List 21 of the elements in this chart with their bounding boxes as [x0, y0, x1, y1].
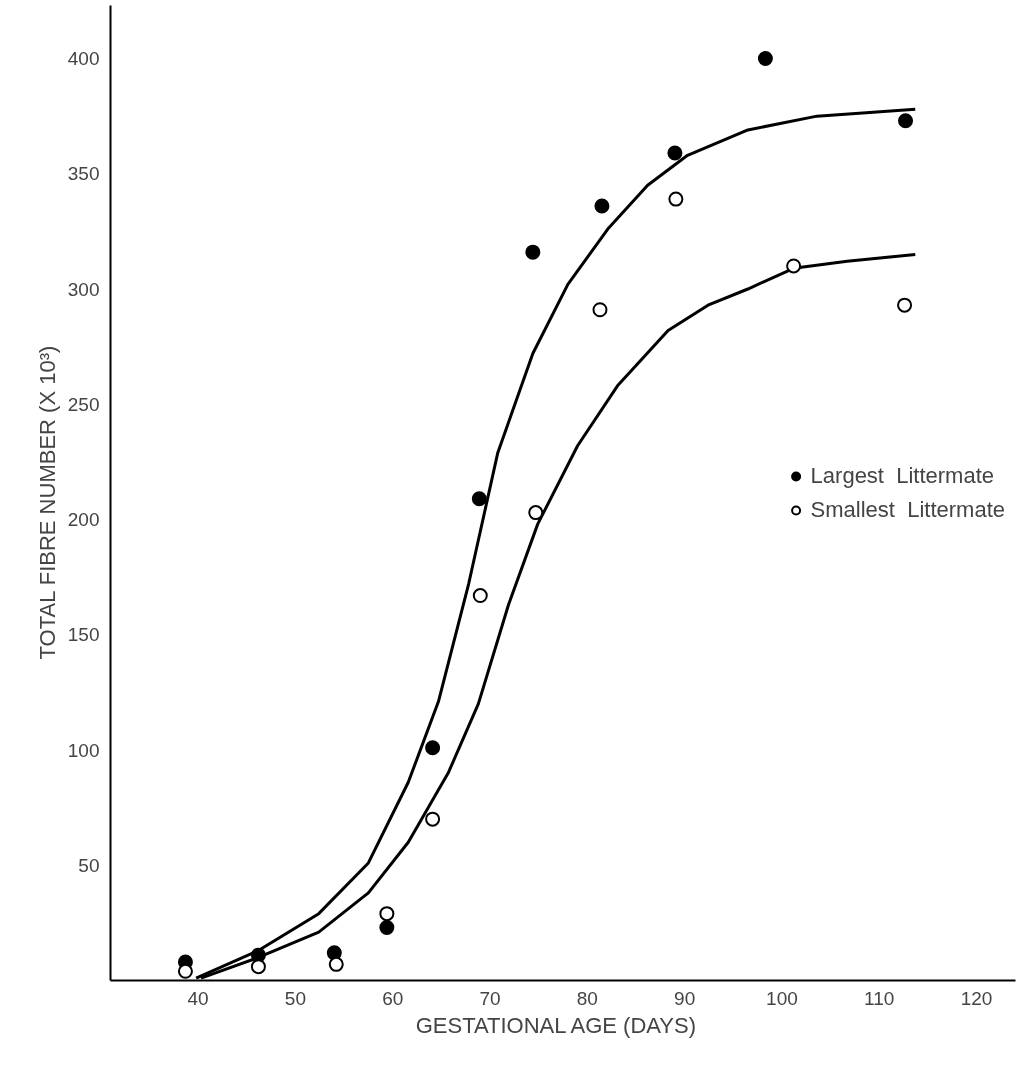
y-tick-label: 250 [67, 393, 100, 415]
y-tick-label: 400 [67, 48, 100, 70]
x-tick-label: 70 [479, 987, 501, 1009]
x-tick-label: 40 [187, 987, 209, 1009]
y-tick-label: 150 [67, 624, 100, 646]
legend-label: Largest Littermate [810, 462, 995, 489]
x-tick-label: 110 [864, 987, 895, 1009]
x-axis-title: GESTATIONAL AGE (DAYS) [415, 1012, 697, 1038]
y-tick-label: 100 [67, 739, 100, 761]
legend-label: Smallest Littermate [810, 496, 1005, 523]
y-tick-label: 300 [67, 278, 100, 300]
x-tick-label: 120 [960, 987, 993, 1009]
x-tick-label: 90 [674, 987, 696, 1009]
y-tick-label: 50 [78, 854, 100, 876]
x-tick-label: 50 [284, 987, 306, 1009]
y-tick-label: 200 [67, 509, 100, 531]
x-tick-label: 60 [382, 987, 404, 1009]
x-tick-label: 100 [766, 987, 798, 1009]
x-tick-label: 80 [576, 987, 598, 1009]
y-axis-title: TOTAL FIBRE NUMBER (X 10³) [34, 345, 60, 660]
y-tick-label: 350 [67, 163, 100, 185]
